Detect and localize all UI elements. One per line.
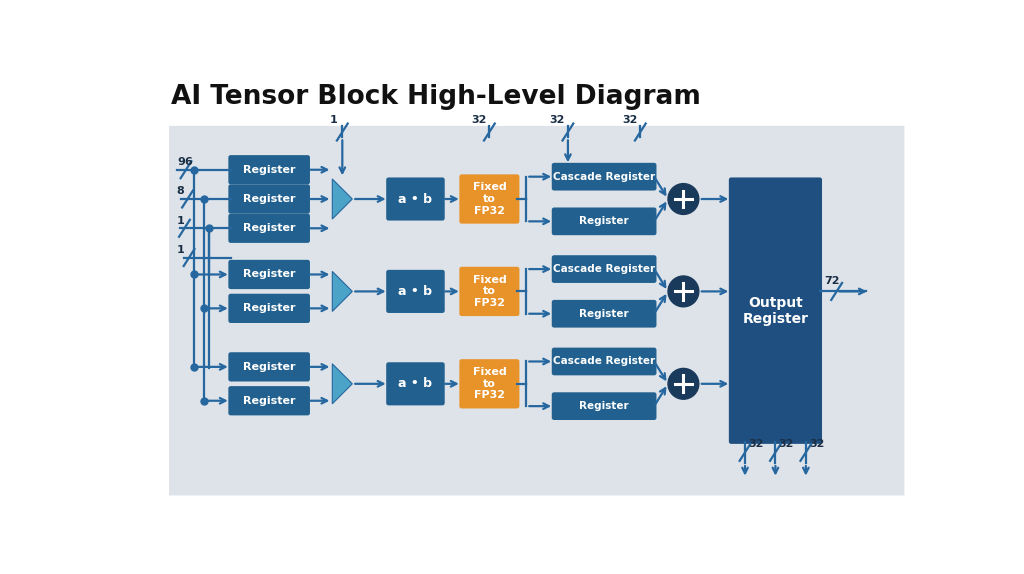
FancyBboxPatch shape	[460, 267, 519, 316]
Text: 8: 8	[177, 187, 184, 196]
Text: Register: Register	[243, 395, 295, 406]
Text: Cascade Register: Cascade Register	[553, 264, 655, 274]
Text: Cascade Register: Cascade Register	[553, 356, 655, 366]
FancyBboxPatch shape	[460, 359, 519, 409]
Text: a • b: a • b	[398, 377, 432, 390]
FancyBboxPatch shape	[386, 362, 444, 405]
FancyBboxPatch shape	[228, 386, 310, 416]
Text: 32: 32	[809, 439, 824, 449]
Text: 32: 32	[471, 115, 486, 125]
Text: a • b: a • b	[398, 192, 432, 205]
Text: Register: Register	[580, 309, 629, 319]
Text: Register: Register	[243, 303, 295, 313]
Text: 32: 32	[550, 115, 565, 125]
Polygon shape	[333, 179, 352, 219]
FancyBboxPatch shape	[552, 300, 656, 328]
Text: Fixed
to
FP32: Fixed to FP32	[472, 183, 506, 216]
FancyBboxPatch shape	[552, 163, 656, 191]
Text: 32: 32	[749, 439, 764, 449]
Text: Output
Register: Output Register	[742, 296, 808, 326]
Text: Register: Register	[580, 401, 629, 411]
Text: Register: Register	[243, 362, 295, 372]
FancyBboxPatch shape	[228, 352, 310, 382]
Text: Register: Register	[243, 223, 295, 233]
FancyBboxPatch shape	[729, 177, 822, 444]
FancyBboxPatch shape	[228, 155, 310, 184]
Polygon shape	[333, 364, 352, 404]
Text: 1: 1	[330, 115, 338, 125]
Circle shape	[668, 276, 698, 307]
Text: a • b: a • b	[398, 285, 432, 298]
Text: Register: Register	[580, 216, 629, 226]
Text: 1: 1	[177, 216, 184, 226]
Text: Register: Register	[243, 269, 295, 280]
FancyBboxPatch shape	[386, 177, 444, 220]
FancyBboxPatch shape	[460, 174, 519, 224]
FancyBboxPatch shape	[552, 348, 656, 375]
Text: Register: Register	[243, 194, 295, 204]
FancyBboxPatch shape	[228, 184, 310, 214]
Text: 72: 72	[824, 276, 840, 286]
FancyBboxPatch shape	[552, 392, 656, 420]
Polygon shape	[333, 272, 352, 312]
FancyBboxPatch shape	[386, 270, 444, 313]
FancyBboxPatch shape	[552, 255, 656, 283]
FancyBboxPatch shape	[552, 207, 656, 235]
Text: Fixed
to
FP32: Fixed to FP32	[472, 275, 506, 308]
Text: 32: 32	[778, 439, 794, 449]
Text: 32: 32	[622, 115, 637, 125]
Text: 1: 1	[177, 245, 184, 255]
FancyBboxPatch shape	[228, 214, 310, 243]
FancyBboxPatch shape	[169, 126, 904, 495]
Text: AI Tensor Block High-Level Diagram: AI Tensor Block High-Level Diagram	[171, 83, 700, 110]
Circle shape	[668, 369, 698, 399]
FancyBboxPatch shape	[228, 260, 310, 289]
Circle shape	[668, 184, 698, 215]
Text: 96: 96	[177, 157, 194, 167]
Text: Cascade Register: Cascade Register	[553, 172, 655, 182]
FancyBboxPatch shape	[228, 294, 310, 323]
Text: Register: Register	[243, 165, 295, 174]
Text: Fixed
to
FP32: Fixed to FP32	[472, 367, 506, 401]
